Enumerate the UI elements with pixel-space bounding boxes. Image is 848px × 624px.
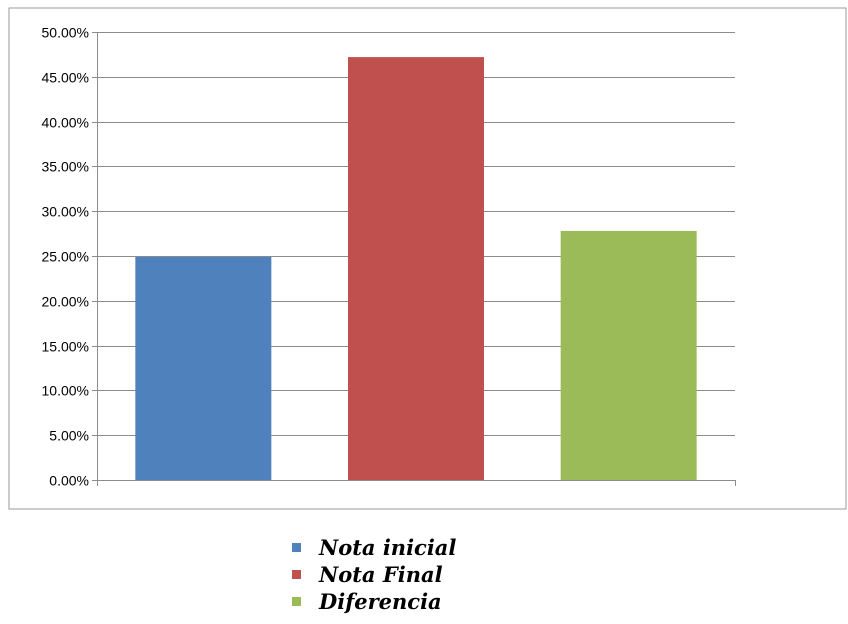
- bars: [135, 57, 697, 480]
- axes: [97, 32, 736, 486]
- legend-swatch: [292, 597, 301, 606]
- y-tick-label: 45.00%: [42, 70, 89, 86]
- y-tick-label: 30.00%: [42, 204, 89, 220]
- y-tick-label: 40.00%: [42, 115, 89, 131]
- y-axis-ticks: 0.00% 5.00% 10.00% 15.00% 20.00% 25.00% 30.00%…: [42, 25, 97, 489]
- bar-nota-inicial: [135, 256, 272, 480]
- y-tick-label: 15.00%: [42, 339, 89, 355]
- legend-item-nota-final: Nota Final: [292, 561, 456, 588]
- y-tick-label: 5.00%: [49, 428, 89, 444]
- legend-item-nota-inicial: Nota inicial: [292, 534, 456, 561]
- y-tick-label: 35.00%: [42, 159, 89, 175]
- y-tick-label: 25.00%: [42, 249, 89, 265]
- y-tick-label: 0.00%: [49, 473, 89, 489]
- y-tick-label: 20.00%: [42, 294, 89, 310]
- legend-swatch: [292, 543, 301, 552]
- legend-item-diferencia: Diferencia: [292, 588, 456, 615]
- bar-diferencia: [560, 230, 697, 480]
- legend-label: Nota inicial: [319, 535, 457, 560]
- legend-swatch: [292, 570, 301, 579]
- legend-label: Diferencia: [319, 589, 442, 614]
- legend: Nota inicial Nota Final Diferencia: [292, 534, 456, 615]
- y-tick-label: 50.00%: [42, 25, 89, 41]
- bar-nota-final: [348, 57, 484, 480]
- y-tick-label: 10.00%: [42, 383, 89, 399]
- legend-label: Nota Final: [319, 562, 443, 587]
